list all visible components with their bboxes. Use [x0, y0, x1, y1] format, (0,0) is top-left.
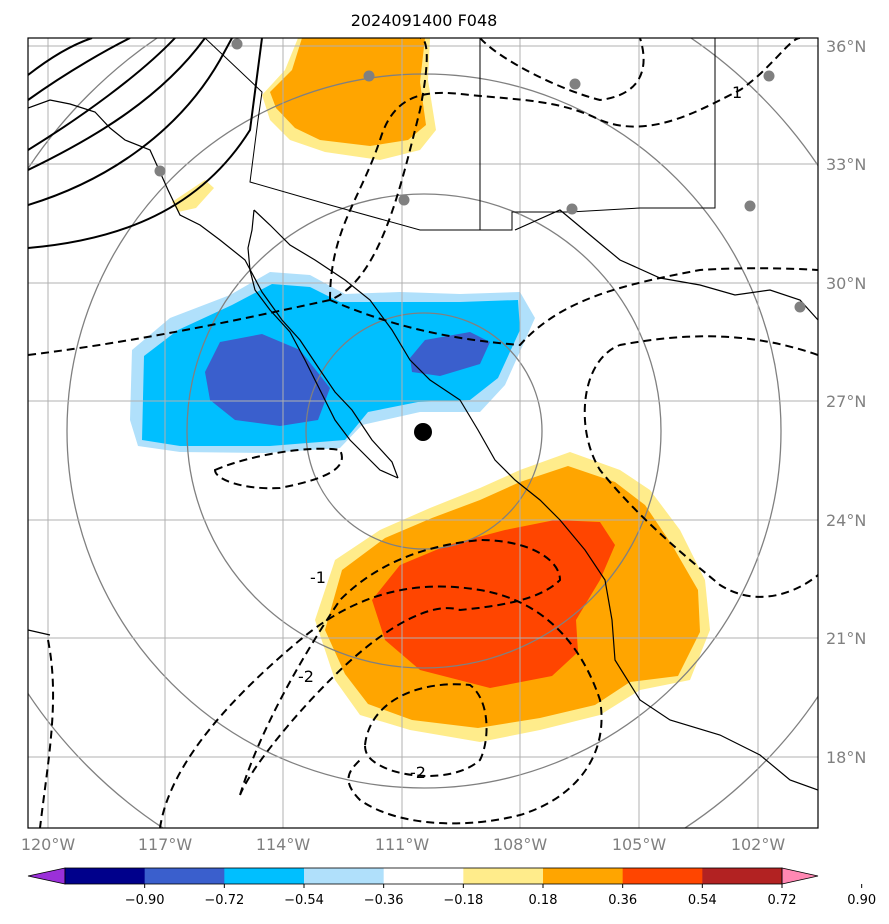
lon-label: 102°W	[731, 835, 786, 854]
colorbar-tick-label: 0.18	[529, 893, 558, 908]
lon-label: 108°W	[493, 835, 548, 854]
contour-label-1-ne: 1	[732, 83, 742, 102]
station-markers	[154, 38, 806, 313]
colorbar-extend-high	[781, 867, 819, 885]
lon-label: 114°W	[256, 835, 311, 854]
colorbar-segment	[702, 868, 783, 884]
contour-label-neg2-a: -2	[298, 667, 314, 686]
lat-label: 36°N	[826, 37, 866, 56]
lat-label: 27°N	[826, 392, 866, 411]
lat-label: 30°N	[826, 274, 866, 293]
lon-label: 120°W	[21, 835, 76, 854]
lat-label: 21°N	[826, 629, 866, 648]
colorbar-tick-label: 0.36	[608, 893, 637, 908]
lon-label: 105°W	[612, 835, 667, 854]
colorbar-tick-label: 0.72	[768, 893, 797, 908]
colorbar-segment	[622, 868, 703, 884]
contour-label-neg2-b: -2	[410, 763, 426, 782]
contour-label-neg1: -1	[310, 568, 326, 587]
dashed-contours	[28, 38, 818, 828]
colorbar-tick-label: −0.90	[125, 893, 165, 908]
colorbar-segment	[383, 868, 464, 884]
longitude-labels: 120°W 117°W 114°W 111°W 108°W 105°W 102°…	[21, 835, 786, 854]
colorbar-tick-label: 0.54	[688, 893, 717, 908]
colorbar-segment	[304, 868, 385, 884]
colorbar-segment	[144, 868, 225, 884]
solid-contours	[28, 38, 263, 249]
map-frame	[27, 37, 819, 829]
lat-label: 18°N	[826, 748, 866, 767]
colorbar-segment	[65, 868, 146, 884]
lat-label: 24°N	[826, 511, 866, 530]
storm-center-marker	[414, 423, 432, 441]
lon-label: 111°W	[375, 835, 430, 854]
lat-label: 33°N	[826, 155, 866, 174]
anomaly-yellow-patch	[172, 180, 214, 212]
coastlines	[28, 99, 818, 791]
colorbar-segment	[463, 868, 544, 884]
colorbar-ticks: −0.90 −0.72 −0.54 −0.36 −0.18 0.18 0.36 0.54 0.7…	[125, 884, 876, 908]
lon-label: 117°W	[138, 835, 193, 854]
colorbar-tick-label: −0.18	[443, 893, 483, 908]
colorbar-tick-label: −0.54	[284, 893, 324, 908]
colorbar-segment	[224, 868, 305, 884]
colorbar	[27, 867, 819, 885]
colorbar-extend-low	[27, 867, 66, 885]
colorbar-tick-label: −0.72	[204, 893, 244, 908]
map-title: 2024091400 F048	[351, 11, 498, 30]
colorbar-segment	[543, 868, 624, 884]
colorbar-frame	[64, 867, 783, 885]
latitude-labels: 36°N 33°N 30°N 27°N 24°N 21°N 18°N	[826, 37, 866, 767]
colorbar-tick-label: 0.90	[847, 893, 876, 908]
colorbar-tick-label: −0.36	[364, 893, 404, 908]
